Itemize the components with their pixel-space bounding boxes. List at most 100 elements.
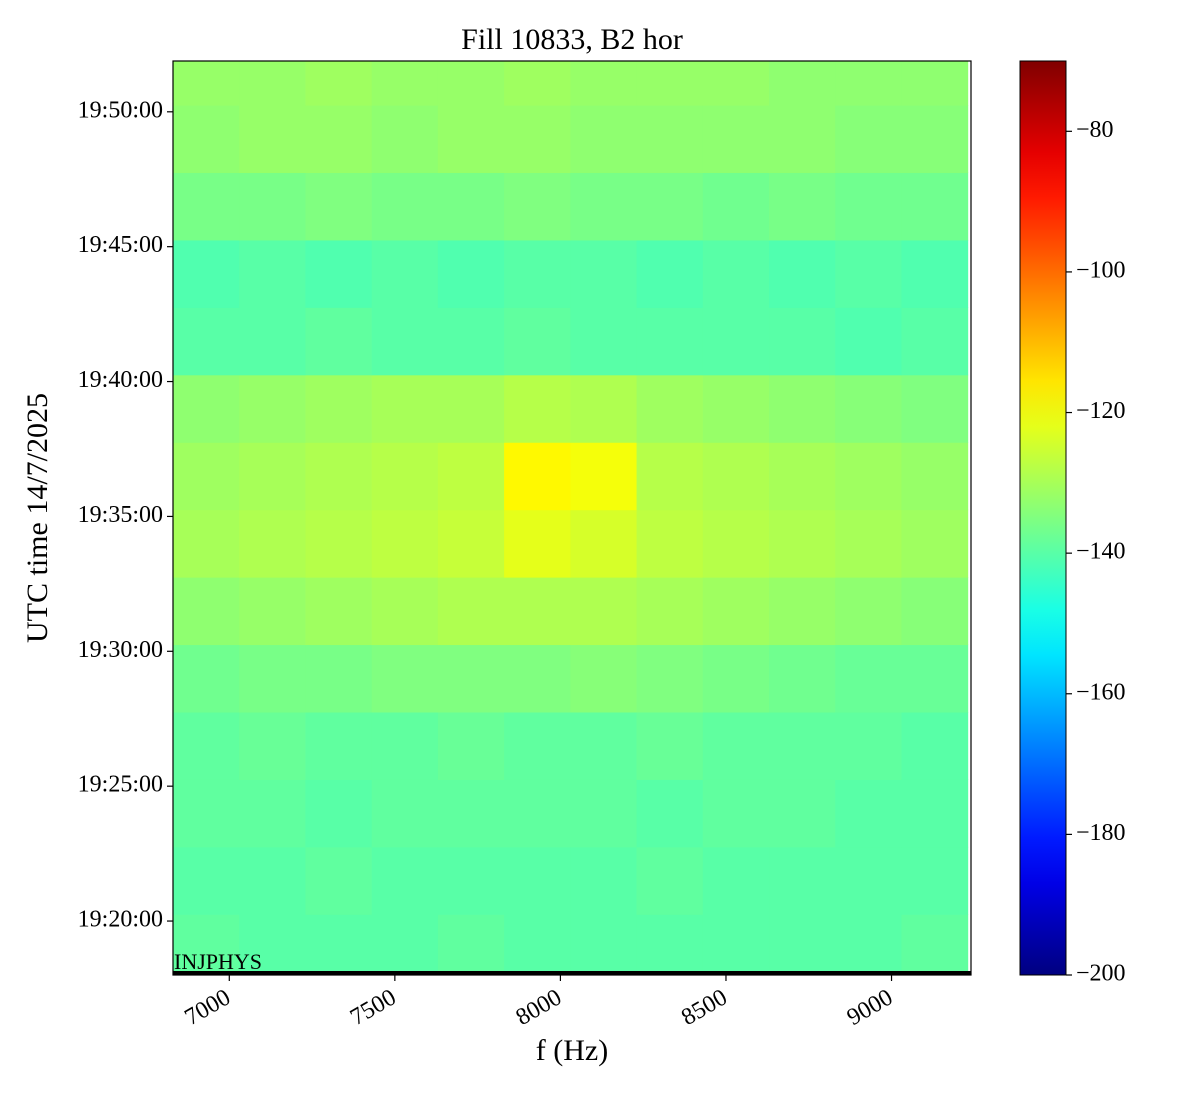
x-axis-label: f (Hz) — [536, 1034, 608, 1067]
heatmap — [173, 61, 969, 975]
heatmap-cell — [305, 711, 373, 780]
colorbar — [1019, 60, 1067, 976]
heatmap-cell — [504, 846, 571, 915]
heatmap-cell — [901, 914, 969, 975]
heatmap-cell — [636, 577, 704, 646]
y-tick-label: 19:40:00 — [78, 367, 163, 393]
heatmap-cell — [305, 779, 373, 848]
colorbar-tick-label: −180 — [1076, 820, 1126, 846]
heatmap-cell — [901, 846, 969, 915]
heatmap-cell — [570, 307, 638, 376]
heatmap-cell — [636, 239, 704, 308]
heatmap-cell — [371, 105, 439, 173]
heatmap-cell — [702, 105, 770, 173]
heatmap-cell — [371, 374, 439, 443]
heatmap-cell — [835, 172, 902, 241]
heatmap-cell — [570, 105, 638, 173]
heatmap-cell — [371, 442, 439, 511]
heatmap-cell — [769, 172, 836, 241]
heatmap-cell — [769, 711, 836, 780]
heatmap-cell — [769, 239, 836, 308]
colorbar-tick-label: −100 — [1076, 257, 1126, 283]
heatmap-cell — [437, 711, 505, 780]
heatmap-cell — [636, 442, 704, 511]
heatmap-cell — [835, 61, 902, 106]
heatmap-cell — [305, 61, 373, 106]
heatmap-cell — [636, 172, 704, 241]
heatmap-cell — [702, 577, 770, 646]
heatmap-cell — [305, 644, 373, 713]
heatmap-cell — [173, 509, 240, 578]
heatmap-cell — [636, 644, 704, 713]
heatmap-cell — [835, 711, 902, 780]
heatmap-cell — [371, 577, 439, 646]
heatmap-cell — [835, 307, 902, 376]
heatmap-cell — [702, 307, 770, 376]
heatmap-cell — [504, 61, 571, 106]
annotation: INJPHYS — [174, 949, 262, 974]
heatmap-cell — [437, 239, 505, 308]
heatmap-cell — [835, 509, 902, 578]
heatmap-cell — [570, 442, 638, 511]
heatmap-cell — [835, 644, 902, 713]
heatmap-cell — [504, 172, 571, 241]
heatmap-cell — [504, 442, 571, 511]
heatmap-cell — [173, 172, 240, 241]
heatmap-cell — [305, 846, 373, 915]
heatmap-cell — [835, 577, 902, 646]
heatmap-cell — [173, 105, 240, 173]
heatmap-cell — [173, 442, 240, 511]
heatmap-cell — [371, 172, 439, 241]
heatmap-cell — [371, 914, 439, 975]
heatmap-cell — [239, 442, 306, 511]
heatmap-cell — [305, 442, 373, 511]
y-tick-label: 19:45:00 — [78, 232, 163, 258]
heatmap-cell — [570, 846, 638, 915]
heatmap-cell — [769, 644, 836, 713]
heatmap-cell — [239, 509, 306, 578]
heatmap-cell — [305, 172, 373, 241]
y-tick-label: 19:30:00 — [78, 637, 163, 663]
heatmap-cell — [769, 61, 836, 106]
heatmap-cell — [437, 374, 505, 443]
heatmap-cell — [437, 779, 505, 848]
heatmap-cell — [173, 779, 240, 848]
heatmap-cell — [437, 105, 505, 173]
heatmap-cell — [504, 779, 571, 848]
x-tick-label: 8500 — [677, 984, 732, 1031]
heatmap-cell — [636, 307, 704, 376]
heatmap-cell — [702, 846, 770, 915]
heatmap-cell — [371, 61, 439, 106]
heatmap-cell — [702, 172, 770, 241]
heatmap-cell — [305, 509, 373, 578]
heatmap-cell — [371, 644, 439, 713]
heatmap-cell — [371, 846, 439, 915]
heatmap-cell — [901, 509, 969, 578]
heatmap-cell — [305, 307, 373, 376]
heatmap-cell — [504, 374, 571, 443]
heatmap-cell — [570, 239, 638, 308]
y-axis-label: UTC time 14/7/2025 — [21, 393, 54, 643]
y-tick-label: 19:35:00 — [78, 502, 163, 528]
heatmap-cell — [702, 644, 770, 713]
heatmap-cell — [570, 779, 638, 848]
heatmap-cell — [702, 914, 770, 975]
heatmap-cell — [901, 374, 969, 443]
heatmap-cell — [901, 644, 969, 713]
heatmap-cell — [835, 239, 902, 308]
heatmap-cell — [305, 374, 373, 443]
heatmap-cell — [239, 61, 306, 106]
colorbar-tick-label: −120 — [1076, 398, 1126, 424]
heatmap-cell — [437, 509, 505, 578]
heatmap-cell — [901, 577, 969, 646]
heatmap-cell — [636, 846, 704, 915]
heatmap-cell — [570, 374, 638, 443]
heatmap-cell — [437, 577, 505, 646]
heatmap-cell — [702, 779, 770, 848]
heatmap-cell — [504, 711, 571, 780]
heatmap-cell — [570, 172, 638, 241]
heatmap-cell — [437, 914, 505, 975]
y-tick-label: 19:50:00 — [78, 97, 163, 123]
colorbar-tick-label: −200 — [1076, 961, 1126, 987]
heatmap-cell — [437, 846, 505, 915]
